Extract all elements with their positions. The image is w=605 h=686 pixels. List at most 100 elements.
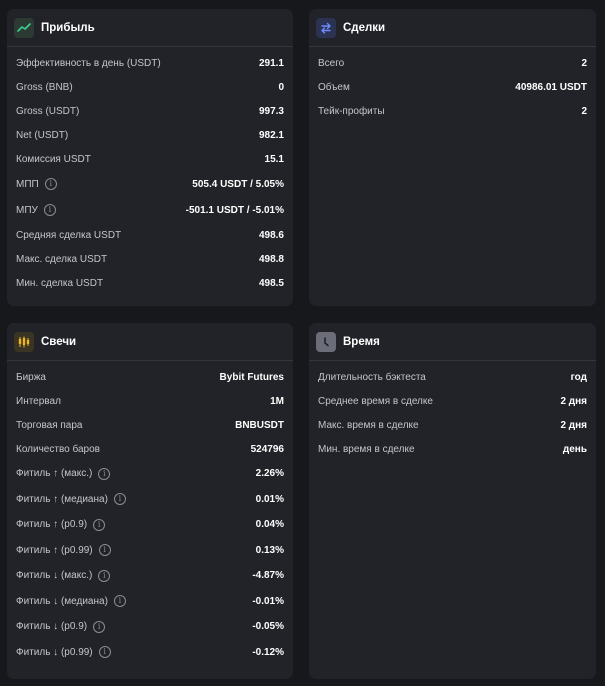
stat-label: Net (USDT) bbox=[16, 129, 69, 141]
time-card: Время Длительность бэктеста год Среднее … bbox=[309, 323, 596, 679]
info-icon[interactable]: i bbox=[98, 569, 111, 582]
stat-row: Net (USDT) 982.1 bbox=[16, 123, 284, 147]
stat-value: 2 дня bbox=[560, 419, 587, 431]
info-icon[interactable]: i bbox=[93, 620, 106, 633]
stat-label: Мин. время в сделке bbox=[318, 443, 415, 455]
stat-label: Фитиль ↑ (медиана) i bbox=[16, 493, 126, 506]
stat-value: 2.26% bbox=[255, 468, 284, 480]
stat-label-text: Фитиль ↑ (макс.) bbox=[16, 468, 93, 480]
stat-label-text: МПП bbox=[16, 178, 39, 190]
deals-card: Сделки Всего 2 Объем 40986.01 USDT Тейк-… bbox=[309, 9, 596, 306]
stat-label-text: Фитиль ↑ (p0.9) bbox=[16, 519, 88, 531]
stat-label: Gross (BNB) bbox=[16, 81, 73, 93]
stat-row: Фитиль ↓ (p0.9) i -0.05% bbox=[16, 614, 284, 640]
stat-label: Эффективность в день (USDT) bbox=[16, 57, 161, 69]
stat-row: Средняя сделка USDT 498.6 bbox=[16, 223, 284, 247]
stat-label: Фитиль ↓ (p0.99) i bbox=[16, 646, 111, 659]
stat-value: день bbox=[562, 443, 587, 455]
profit-card: Прибыль Эффективность в день (USDT) 291.… bbox=[7, 9, 293, 306]
stat-value: 2 bbox=[581, 57, 587, 69]
stat-value: 1M bbox=[270, 395, 284, 407]
stat-row: Всего 2 bbox=[318, 51, 587, 75]
stat-label-text: МПУ bbox=[16, 204, 38, 216]
stat-label: Комиссия USDT bbox=[16, 153, 91, 165]
stat-row: Фитиль ↑ (медиана) i 0.01% bbox=[16, 487, 284, 513]
clock-icon bbox=[316, 331, 336, 352]
stat-label-text: Фитиль ↓ (p0.9) bbox=[16, 621, 88, 633]
stat-row: Комиссия USDT 15.1 bbox=[16, 147, 284, 171]
stat-value: 2 bbox=[581, 105, 587, 117]
stat-label: Интервал bbox=[16, 395, 61, 407]
stat-row: Тейк-профиты 2 bbox=[318, 99, 587, 123]
stat-value: -0.05% bbox=[252, 621, 284, 633]
info-icon[interactable]: i bbox=[113, 595, 126, 608]
stat-value: 498.8 bbox=[258, 253, 284, 265]
stat-value: 505.4 USDT / 5.05% bbox=[192, 178, 284, 190]
stat-label: Торговая пара bbox=[16, 419, 83, 431]
stat-value: 15.1 bbox=[264, 153, 284, 165]
stat-value: 0 bbox=[278, 81, 284, 93]
stat-row: Фитиль ↓ (макс.) i -4.87% bbox=[16, 563, 284, 589]
stat-value: 0.13% bbox=[255, 544, 284, 556]
stat-label: Биржа bbox=[16, 371, 46, 383]
stat-row: Биржа Bybit Futures bbox=[16, 365, 284, 389]
stat-row: Среднее время в сделке 2 дня bbox=[318, 389, 587, 413]
stat-row: Фитиль ↑ (p0.99) i 0.13% bbox=[16, 538, 284, 564]
stat-row: Макс. время в сделке 2 дня bbox=[318, 413, 587, 437]
stat-row: Количество баров 524796 bbox=[16, 437, 284, 461]
profit-card-title: Прибыль bbox=[41, 21, 95, 34]
stat-label: Gross (USDT) bbox=[16, 105, 80, 117]
deals-card-header: Сделки bbox=[309, 9, 596, 47]
stat-row: Мин. время в сделке день bbox=[318, 437, 587, 461]
candles-card-title: Свечи bbox=[41, 335, 77, 348]
stat-label: Фитиль ↓ (медиана) i bbox=[16, 595, 126, 608]
stat-row: Длительность бэктеста год bbox=[318, 365, 587, 389]
stat-label: Количество баров bbox=[16, 443, 100, 455]
swap-arrows-icon bbox=[316, 17, 336, 38]
stat-row: Мин. сделка USDT 498.5 bbox=[16, 271, 284, 295]
stat-row: Объем 40986.01 USDT bbox=[318, 75, 587, 99]
stat-value: 2 дня bbox=[560, 395, 587, 407]
stat-row: Торговая пара BNBUSDT bbox=[16, 413, 284, 437]
stat-row: Gross (USDT) 997.3 bbox=[16, 99, 284, 123]
stat-row: Фитиль ↓ (p0.99) i -0.12% bbox=[16, 640, 284, 666]
stat-label: Фитиль ↓ (макс.) i bbox=[16, 569, 111, 582]
candles-card: Свечи Биржа Bybit Futures Интервал 1M То… bbox=[7, 323, 293, 679]
stat-row: Интервал 1M bbox=[16, 389, 284, 413]
stat-row: МПП i 505.4 USDT / 5.05% bbox=[16, 171, 284, 197]
stat-label: Фитиль ↓ (p0.9) i bbox=[16, 620, 106, 633]
stat-label: Среднее время в сделке bbox=[318, 395, 433, 407]
stat-label: Макс. сделка USDT bbox=[16, 253, 108, 265]
stat-label: Средняя сделка USDT bbox=[16, 229, 122, 241]
info-icon[interactable]: i bbox=[44, 178, 57, 190]
stat-label-text: Фитиль ↓ (медиана) bbox=[16, 595, 108, 607]
stat-row: Фитиль ↑ (макс.) i 2.26% bbox=[16, 461, 284, 487]
time-card-title: Время bbox=[343, 335, 380, 348]
candles-rows: Биржа Bybit Futures Интервал 1M Торговая… bbox=[7, 361, 293, 665]
stat-row: Фитиль ↑ (p0.9) i 0.04% bbox=[16, 512, 284, 538]
stat-label: МПУ i bbox=[16, 204, 56, 216]
time-rows: Длительность бэктеста год Среднее время … bbox=[309, 361, 596, 461]
stat-value: 498.6 bbox=[258, 229, 284, 241]
deals-rows: Всего 2 Объем 40986.01 USDT Тейк-профиты… bbox=[309, 47, 596, 123]
stat-label: Фитиль ↑ (p0.9) i bbox=[16, 518, 106, 531]
stat-value: -4.87% bbox=[252, 570, 284, 582]
info-icon[interactable]: i bbox=[93, 518, 106, 531]
info-icon[interactable]: i bbox=[113, 493, 126, 506]
info-icon[interactable]: i bbox=[98, 467, 111, 480]
info-icon[interactable]: i bbox=[98, 646, 111, 659]
stat-label: Фитиль ↑ (p0.99) i bbox=[16, 544, 111, 557]
stat-value: 997.3 bbox=[258, 105, 284, 117]
info-icon[interactable]: i bbox=[98, 544, 111, 557]
candles-card-header: Свечи bbox=[7, 323, 293, 361]
stat-value: Bybit Futures bbox=[219, 371, 284, 383]
stat-label: Длительность бэктеста bbox=[318, 371, 426, 383]
stat-value: -0.01% bbox=[252, 595, 284, 607]
deals-card-title: Сделки bbox=[343, 21, 386, 34]
info-icon[interactable]: i bbox=[43, 204, 56, 216]
stat-label: Макс. время в сделке bbox=[318, 419, 419, 431]
stat-value: 0.01% bbox=[255, 493, 284, 505]
stat-value: -501.1 USDT / -5.01% bbox=[185, 204, 284, 216]
stat-value: 498.5 bbox=[258, 277, 284, 289]
profit-rows: Эффективность в день (USDT) 291.1 Gross … bbox=[7, 47, 293, 295]
